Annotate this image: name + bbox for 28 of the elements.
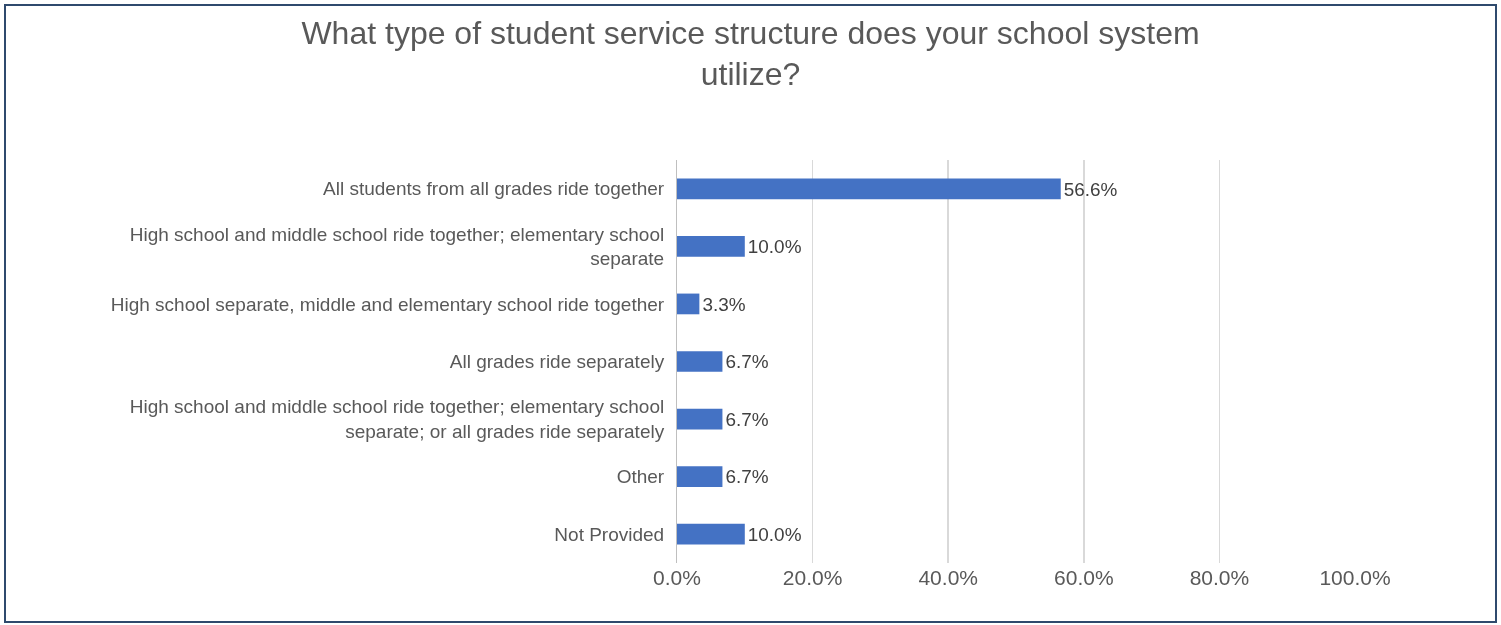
x-tick-label: 40.0%	[918, 566, 978, 589]
bar	[677, 408, 723, 430]
x-tick-label: 0.0%	[653, 566, 701, 589]
y-tick-label: Not Provided	[554, 523, 665, 545]
bar	[677, 523, 745, 545]
y-tick-label: High school separate, middle and elementary school ride together	[110, 293, 665, 315]
data-label: 10.0%	[747, 236, 802, 258]
x-tick-label: 80.0%	[1189, 566, 1250, 589]
x-tick-label: 60.0%	[1054, 566, 1114, 589]
bar	[677, 293, 700, 315]
bar	[677, 235, 745, 257]
data-label: 10.0%	[747, 523, 802, 545]
bar	[677, 351, 723, 372]
data-label: 6.7%	[725, 351, 769, 373]
y-tick-label: Other	[616, 466, 665, 488]
bar	[677, 466, 723, 488]
x-tick-label: 20.0%	[782, 566, 843, 589]
y-tick-label: All grades ride separately	[449, 351, 665, 373]
data-label: 56.6%	[1063, 178, 1118, 200]
bar	[677, 178, 1061, 200]
y-tick-label: High school and middle school ride together; elementary school separate	[129, 223, 665, 270]
data-label: 3.3%	[702, 293, 746, 315]
y-tick-label: High school and middle school ride together; elementary school separate; or all grades ride separately	[129, 396, 665, 443]
y-tick-label: All students from all grades ride together	[323, 178, 665, 200]
data-label: 6.7%	[725, 466, 769, 488]
data-label: 6.7%	[725, 408, 769, 430]
x-tick-label: 100.0%	[1319, 566, 1391, 589]
chart-title: What type of student service structure does your school system utilize?	[301, 14, 1200, 93]
